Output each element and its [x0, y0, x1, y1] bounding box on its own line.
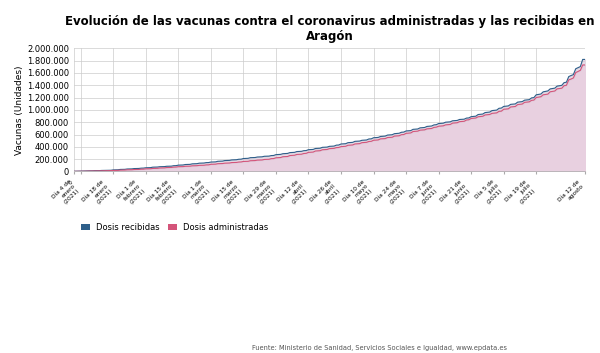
Y-axis label: Vacunas (Unidades): Vacunas (Unidades) [15, 65, 24, 155]
Title: Evolución de las vacunas contra el coronavirus administradas y las recibidas en
: Evolución de las vacunas contra el coron… [65, 15, 594, 43]
Text: Fuente: Ministerio de Sanidad, Servicios Sociales e Igualdad, www.epdata.es: Fuente: Ministerio de Sanidad, Servicios… [252, 345, 507, 351]
Legend: Dosis recibidas, Dosis administradas: Dosis recibidas, Dosis administradas [78, 220, 272, 235]
